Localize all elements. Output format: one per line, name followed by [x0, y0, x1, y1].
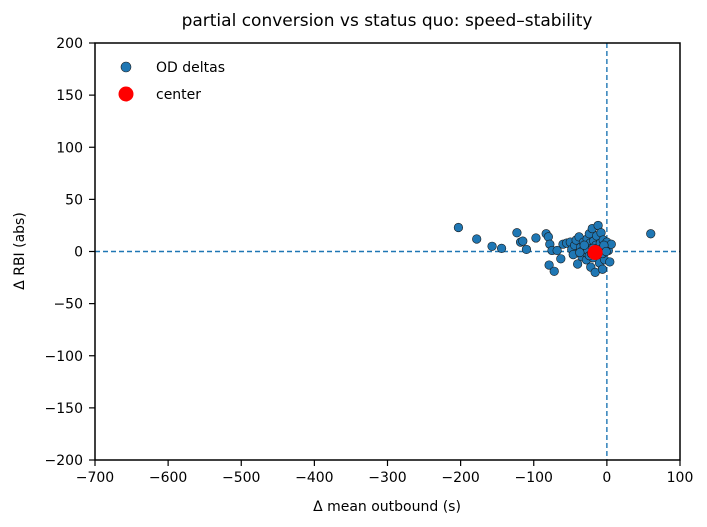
- x-tick-label: 0: [602, 470, 611, 486]
- od-delta-point: [605, 257, 615, 267]
- x-tick-label: −300: [368, 470, 406, 486]
- y-tick-label: −200: [45, 453, 83, 469]
- od-delta-point: [646, 229, 656, 239]
- x-tick-label: −700: [76, 470, 114, 486]
- od-delta-point: [552, 245, 562, 256]
- legend: OD deltas center: [118, 60, 225, 103]
- legend-marker-center: [118, 86, 134, 102]
- y-tick-label: 200: [56, 36, 83, 52]
- x-tick-label: 100: [667, 470, 694, 486]
- legend-label-od-deltas: OD deltas: [156, 60, 225, 76]
- od-delta-point: [453, 222, 464, 233]
- y-tick-label: 100: [56, 140, 83, 156]
- y-tick-label: 50: [65, 192, 83, 208]
- od-delta-point: [512, 228, 522, 238]
- chart-title: partial conversion vs status quo: speed–…: [182, 11, 593, 31]
- x-tick-label: −400: [295, 470, 333, 486]
- y-tick-label: −100: [45, 349, 83, 365]
- od-delta-point: [531, 233, 541, 243]
- x-tick-label: −600: [149, 470, 187, 486]
- x-tick-label: −100: [515, 470, 553, 486]
- x-axis-ticks: −700 −600 −500 −400 −300 −200 −100 0 100: [76, 460, 694, 486]
- y-tick-label: −150: [45, 401, 83, 417]
- od-delta-point: [521, 244, 532, 255]
- x-axis-label: Δ mean outbound (s): [313, 499, 461, 515]
- legend-label-center: center: [156, 87, 201, 103]
- legend-marker-od-deltas: [120, 61, 132, 73]
- y-axis-label: Δ RBI (abs): [12, 212, 28, 290]
- x-tick-label: −200: [441, 470, 479, 486]
- od-delta-point: [573, 259, 583, 269]
- y-tick-label: 0: [74, 245, 83, 261]
- od-delta-point: [472, 234, 482, 244]
- y-tick-label: 150: [56, 88, 83, 104]
- x-tick-label: −500: [222, 470, 260, 486]
- od-delta-point: [556, 254, 566, 264]
- od-delta-point: [575, 247, 585, 258]
- data-points: [453, 220, 656, 277]
- od-delta-point: [518, 236, 528, 246]
- y-axis-ticks: −200 −150 −100 −50 0 50 100 150 200: [45, 36, 95, 469]
- center-point: [587, 245, 603, 261]
- od-delta-point: [487, 241, 497, 251]
- od-delta-point: [597, 264, 608, 274]
- od-delta-point: [579, 240, 589, 250]
- od-delta-point: [544, 260, 554, 270]
- od-delta-point: [601, 246, 611, 257]
- od-delta-point: [549, 266, 559, 276]
- od-delta-point: [496, 243, 507, 253]
- y-tick-label: −50: [53, 297, 83, 313]
